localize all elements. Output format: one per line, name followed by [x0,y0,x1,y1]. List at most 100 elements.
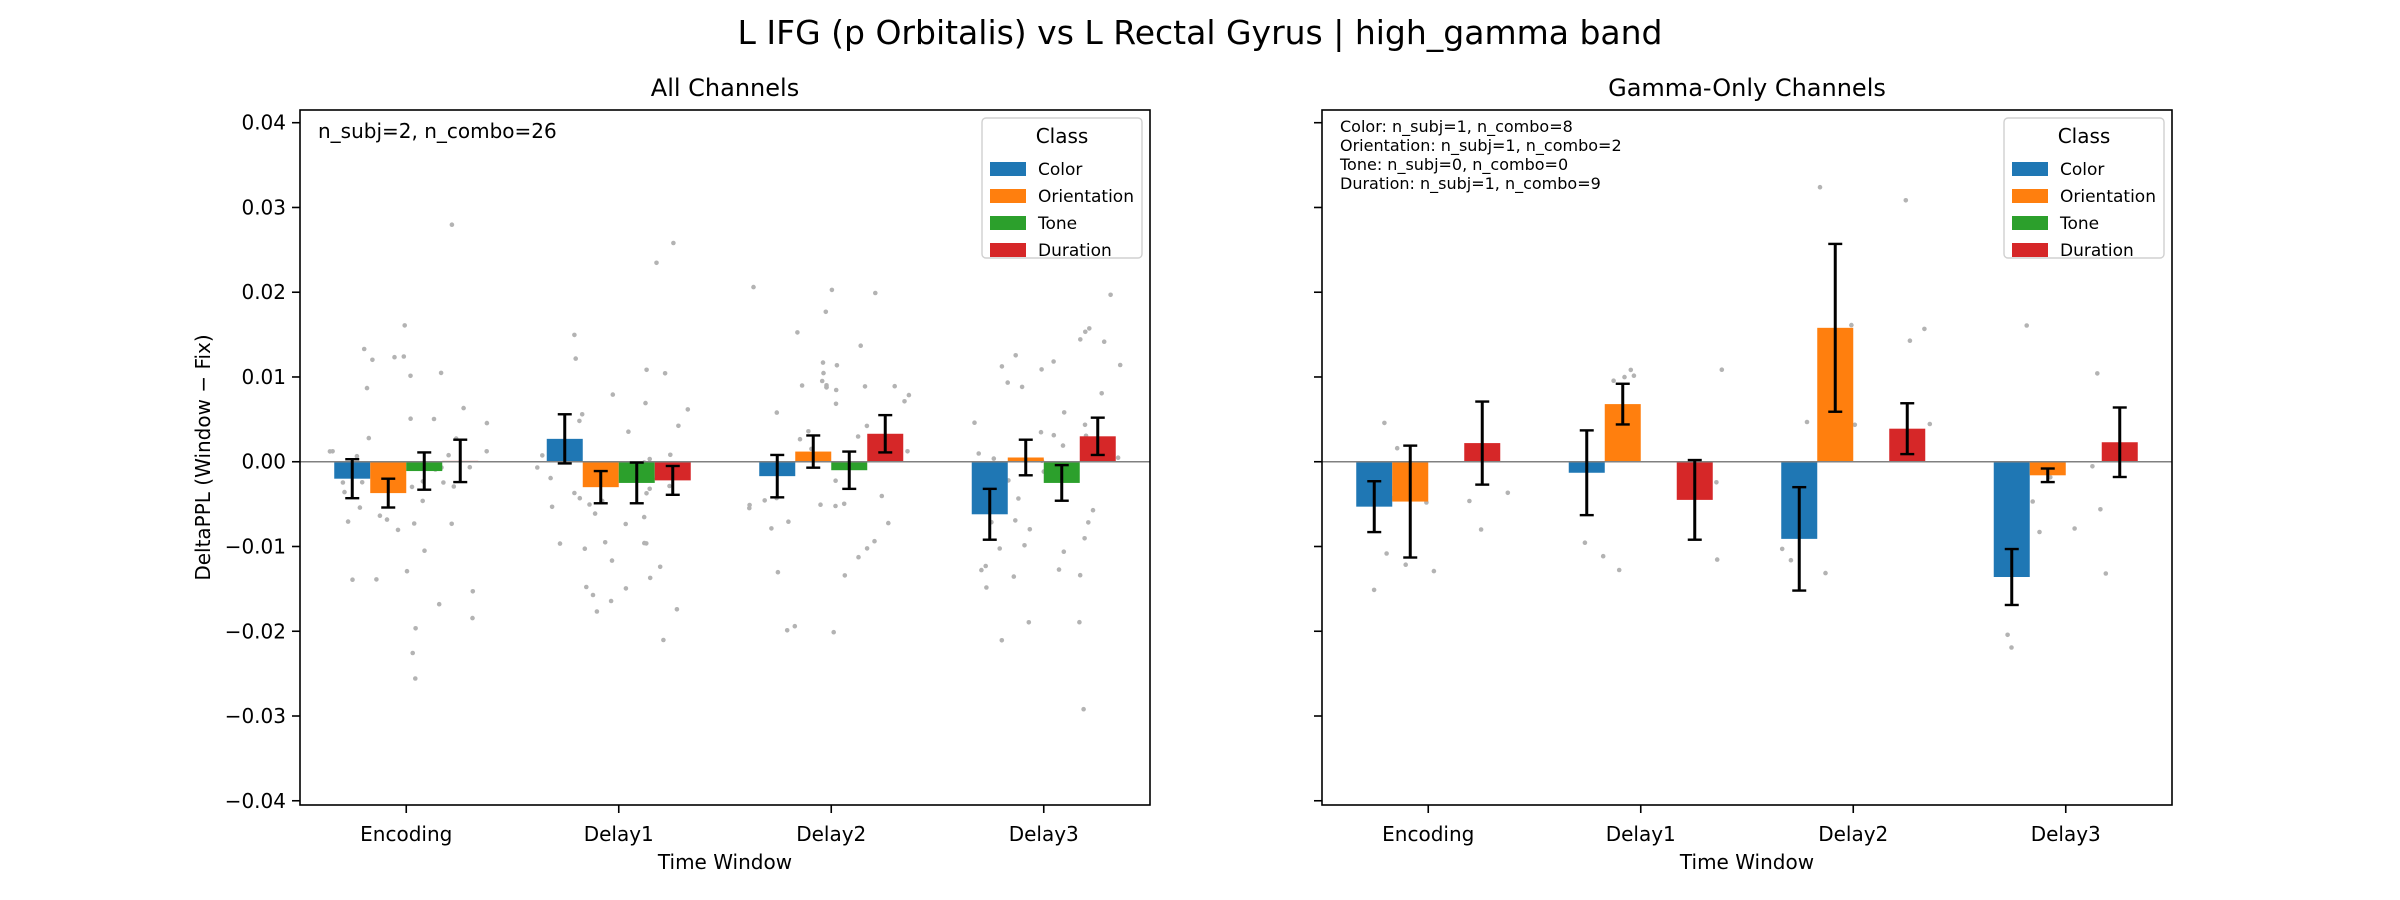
legend-label: Color [1038,160,1082,180]
axes-frame [299,109,1151,806]
annotation-text: Tone: n_subj=0, n_combo=0 [1339,155,1568,175]
data-point [1817,184,1823,190]
data-point [602,540,608,545]
data-point [1505,490,1511,496]
data-point [671,240,676,246]
data-point [1117,362,1123,368]
data-point [864,423,870,429]
data-point [644,491,649,496]
data-point [572,490,577,496]
data-point [1016,496,1021,501]
data-point [668,452,673,458]
data-point [420,498,426,504]
data-point [1056,567,1062,572]
data-point [548,475,553,481]
data-point [1077,619,1082,625]
data-point [647,456,652,462]
data-point [557,541,563,546]
data-point [984,585,989,590]
data-point [762,498,767,503]
y-tick-label: −0.03 [225,704,286,728]
data-point [862,384,868,389]
data-point [872,538,877,544]
data-point [1099,391,1104,396]
data-point [1616,567,1622,573]
data-point [667,483,672,489]
data-point [841,501,847,507]
data-point [446,452,451,458]
data-point [983,563,988,569]
data-point [1431,568,1437,574]
axes-frame [1321,109,2173,806]
data-point [364,385,370,391]
data-point [1060,443,1066,448]
data-point [361,346,367,352]
data-point [623,521,628,527]
data-point [1907,338,1913,344]
legend-swatch-tone [2012,216,2048,230]
data-point [1852,422,1858,428]
data-point [795,330,800,335]
data-point [892,383,897,389]
panel-gamma-only-channels: Gamma-Only Channels Encoding Delay1 Delay2 D… [1314,74,2173,874]
data-point [2009,645,2014,650]
data-point [833,387,839,393]
data-point [1382,420,1387,426]
annotation-text: Orientation: n_subj=1, n_combo=2 [1340,136,1622,156]
data-point [402,323,408,328]
data-point [1714,557,1720,562]
data-point [879,493,885,499]
data-point [819,378,825,384]
data-point [786,519,791,524]
data-point [1013,353,1018,358]
data-point [1628,367,1634,373]
data-point [1101,339,1107,345]
data-point [644,367,649,373]
data-point [842,573,848,578]
data-point [359,480,365,485]
x-tick-label: Delay2 [1818,822,1888,846]
annotation-text: Color: n_subj=1, n_combo=8 [1340,117,1573,137]
legend-swatch-duration [2012,243,2048,257]
data-point [991,456,997,461]
data-point [654,260,659,266]
data-point [366,435,372,441]
data-point [395,527,401,533]
x-tick-label: Encoding [360,822,452,846]
legend-swatch-tone [990,216,1026,230]
data-point [549,504,555,510]
data-point [1082,422,1088,428]
data-point [1061,410,1067,415]
data-point [873,290,878,296]
data-point [1719,367,1725,373]
data-point [535,465,540,470]
panel-title: All Channels [651,74,799,102]
y-tick-label: −0.02 [225,619,286,643]
data-point [484,420,490,426]
data-point [833,503,838,509]
data-point [886,520,891,526]
data-point [2095,371,2100,376]
data-point [449,521,455,527]
data-point [422,548,427,553]
legend-label: Orientation [1038,187,1134,207]
x-tick-label: Encoding [1382,822,1474,846]
data-point [609,558,615,563]
data-point [1083,329,1088,335]
data-point [413,626,418,631]
data-point [2090,464,2095,469]
legend-swatch-color [2012,162,2048,176]
y-tick-label: 0.01 [241,365,286,389]
data-point [1849,322,1854,328]
data-point [976,451,981,456]
legend-label: Tone [2059,214,2099,234]
data-point [647,575,653,581]
data-point [1600,553,1606,559]
data-point [377,513,383,518]
data-point [1384,551,1389,556]
data-point [436,601,442,607]
data-point [2037,529,2042,535]
y-tick-label: 0.00 [241,450,286,474]
data-point [610,392,616,397]
data-point [906,392,912,398]
